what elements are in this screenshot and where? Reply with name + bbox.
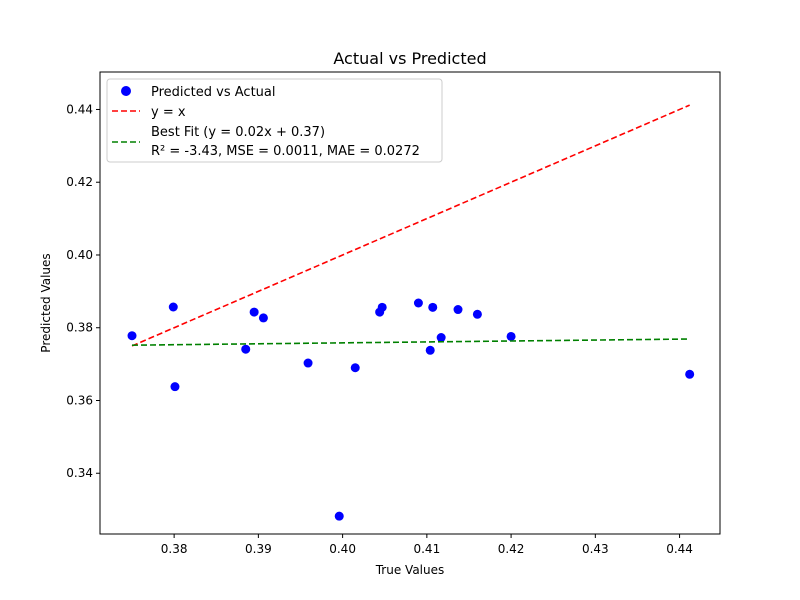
plot-frame <box>99 71 721 535</box>
y-tick-label: 0.38 <box>66 321 93 335</box>
legend-box <box>106 78 443 163</box>
scatter-point <box>453 305 463 315</box>
plot-area <box>127 104 695 521</box>
x-tick-label: 0.39 <box>245 542 272 556</box>
scatter-point <box>168 302 178 312</box>
chart-title: Actual vs Predicted <box>333 49 486 68</box>
legend-label-identity: y = x <box>151 105 186 120</box>
scatter-point <box>428 302 438 312</box>
scatter-point <box>425 345 435 355</box>
y-tick-label: 0.36 <box>66 393 93 407</box>
legend-label-scatter: Predicted vs Actual <box>151 85 275 100</box>
scatter-point <box>241 344 251 354</box>
scatter-point <box>350 363 360 373</box>
scatter-point <box>506 331 516 341</box>
scatter-point <box>413 298 423 308</box>
legend-marker-scatter <box>121 86 131 96</box>
scatter-point <box>334 511 344 521</box>
scatter-point <box>685 369 695 379</box>
y-axis-label: Predicted Values <box>39 253 53 352</box>
x-tick-label: 0.40 <box>329 542 356 556</box>
legend-label-fit-stats: R² = -3.43, MSE = 0.0011, MAE = 0.0272 <box>151 144 420 159</box>
y-tick-label: 0.42 <box>66 175 93 189</box>
axis-ticks: 0.38 0.39 0.40 0.41 0.42 0.43 0.44 0.34 0.36 0.38… <box>66 102 693 556</box>
legend-label-fit: Best Fit (y = 0.02x + 0.37) <box>151 125 325 140</box>
x-tick-label: 0.41 <box>413 542 440 556</box>
x-tick-label: 0.44 <box>666 542 693 556</box>
scatter-point <box>258 313 268 323</box>
scatter-point <box>170 382 180 392</box>
scatter-point <box>249 307 259 317</box>
x-tick-label: 0.43 <box>582 542 609 556</box>
best-fit-line <box>132 338 690 346</box>
scatter-point <box>436 333 446 343</box>
y-tick-label: 0.44 <box>66 102 93 116</box>
scatter-point <box>472 309 482 319</box>
identity-line <box>131 104 690 347</box>
scatter-point <box>127 331 137 341</box>
scatter-point <box>377 302 387 312</box>
x-axis-label: True Values <box>375 563 445 577</box>
x-tick-label: 0.38 <box>161 542 188 556</box>
y-tick-label: 0.34 <box>66 466 93 480</box>
scatter-point <box>303 358 313 368</box>
y-tick-label: 0.40 <box>66 248 93 262</box>
legend: Predicted vs Actual y = x Best Fit (y = … <box>106 78 443 163</box>
x-tick-label: 0.42 <box>498 542 525 556</box>
